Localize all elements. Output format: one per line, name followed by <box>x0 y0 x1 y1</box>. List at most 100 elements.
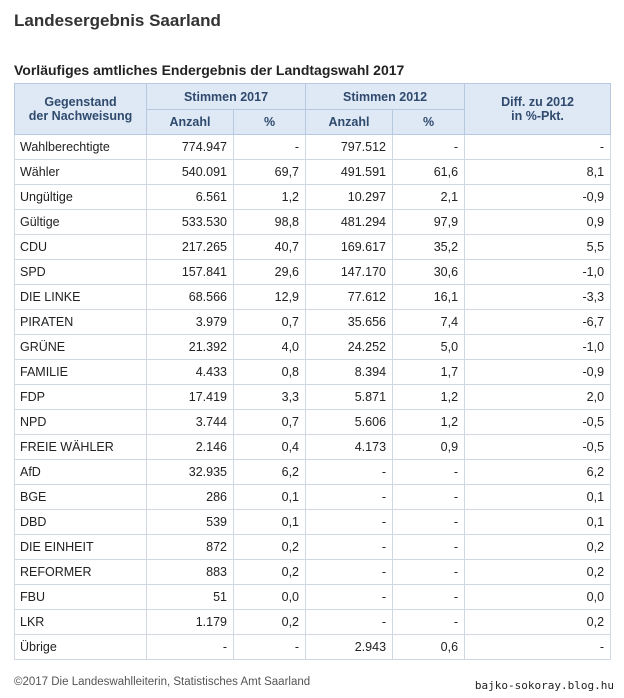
cell-diff: -0,9 <box>464 184 612 210</box>
header-diff-line1: Diff. zu 2012 <box>501 95 574 109</box>
table-row: NPD 3.744 0,7 5.606 1,2 -0,5 <box>14 409 612 435</box>
results-table: Gegenstand der Nachweisung Stimmen 2017 … <box>14 83 612 660</box>
cell-pct-2017: 0,8 <box>232 359 307 385</box>
cell-pct-2017: 0,2 <box>232 559 307 585</box>
cell-pct-2012: 1,2 <box>392 384 466 410</box>
cell-diff: 0,1 <box>464 484 612 510</box>
cell-diff: 2,0 <box>464 384 612 410</box>
cell-pct-2017: 6,2 <box>232 459 307 485</box>
cell-diff: -3,3 <box>464 284 612 310</box>
table-body: Wahlberechtigte 774.947-797.512- - Wähler 54… <box>14 134 612 660</box>
table-row: Gültige 533.530 98,8 481.294 97,9 0,9 <box>14 209 612 235</box>
cell-diff: -0,5 <box>464 434 612 460</box>
cell-count-2012: 10.297 <box>305 184 394 210</box>
cell-pct-2017: 0,4 <box>232 434 307 460</box>
cell-count-2017: 17.419 <box>146 384 234 410</box>
cell-diff: - <box>464 634 612 660</box>
cell-pct-2017: - <box>232 634 307 660</box>
header-count-2017: Anzahl <box>146 109 234 135</box>
cell-count-2017: 883 <box>146 559 234 585</box>
cell-pct-2012: - <box>392 584 466 610</box>
cell-count-2017: 2.146 <box>146 434 234 460</box>
cell-pct-2012: 97,9 <box>392 209 466 235</box>
cell-pct-2017: 0,7 <box>232 309 307 335</box>
cell-pct-2017: 98,8 <box>232 209 307 235</box>
page-title: Landesergebnis Saarland <box>14 11 221 30</box>
table-title: Vorläufiges amtliches Endergebnis der La… <box>14 62 405 78</box>
cell-count-2012: 797.512 <box>305 134 394 160</box>
cell-name: REFORMER <box>14 559 147 585</box>
cell-diff: 8,1 <box>464 159 612 185</box>
header-count-2012: Anzahl <box>305 109 394 135</box>
table-row: PIRATEN 3.979 0,7 35.656 7,4 -6,7 <box>14 309 612 335</box>
cell-pct-2012: 16,1 <box>392 284 466 310</box>
cell-count-2012: - <box>305 559 394 585</box>
cell-count-2012: 5.606 <box>305 409 394 435</box>
cell-name: FREIE WÄHLER <box>14 434 147 460</box>
cell-count-2017: 21.392 <box>146 334 234 360</box>
header-subject-line2: der Nachweisung <box>28 109 133 123</box>
cell-count-2017: 540.091 <box>146 159 234 185</box>
table-row: AfD 32.935 6,2- -6,2 <box>14 459 612 485</box>
copyright-footer: ©2017 Die Landeswahlleiterin, Statistisc… <box>14 676 311 688</box>
cell-diff: -1,0 <box>464 334 612 360</box>
cell-count-2017: 1.179 <box>146 609 234 635</box>
table-row: FDP 17.419 3,3 5.871 1,2 2,0 <box>14 384 612 410</box>
table-row: Ungültige 6.561 1,2 10.297 2,1 -0,9 <box>14 184 612 210</box>
table-row: Wahlberechtigte 774.947-797.512- - <box>14 134 612 160</box>
cell-count-2012: 5.871 <box>305 384 394 410</box>
table-row: SPD 157.841 29,6 147.170 30,6 -1,0 <box>14 259 612 285</box>
cell-name: CDU <box>14 234 147 260</box>
cell-count-2012: - <box>305 459 394 485</box>
cell-diff: -0,9 <box>464 359 612 385</box>
cell-pct-2017: 3,3 <box>232 384 307 410</box>
cell-count-2017: 51 <box>146 584 234 610</box>
cell-pct-2017: 0,2 <box>232 609 307 635</box>
cell-pct-2012: 5,0 <box>392 334 466 360</box>
cell-name: BGE <box>14 484 147 510</box>
cell-name: GRÜNE <box>14 334 147 360</box>
cell-pct-2012: - <box>392 534 466 560</box>
cell-count-2017: 533.530 <box>146 209 234 235</box>
table-row: Wähler 540.091 69,7 491.591 61,6 8,1 <box>14 159 612 185</box>
table-row: FAMILIE 4.433 0,8 8.394 1,7 -0,9 <box>14 359 612 385</box>
cell-name: Ungültige <box>14 184 147 210</box>
cell-name: FBU <box>14 584 147 610</box>
table-row: FBU 51 0,0- -0,0 <box>14 584 612 610</box>
header-diff: Diff. zu 2012 in %-Pkt. <box>464 83 612 135</box>
cell-name: DIE LINKE <box>14 284 147 310</box>
cell-count-2017: 68.566 <box>146 284 234 310</box>
cell-pct-2012: 2,1 <box>392 184 466 210</box>
cell-name: FDP <box>14 384 147 410</box>
cell-count-2017: 157.841 <box>146 259 234 285</box>
cell-pct-2012: 1,2 <box>392 409 466 435</box>
cell-count-2017: 4.433 <box>146 359 234 385</box>
cell-diff: -6,7 <box>464 309 612 335</box>
cell-name: PIRATEN <box>14 309 147 335</box>
cell-count-2012: - <box>305 484 394 510</box>
cell-name: LKR <box>14 609 147 635</box>
cell-pct-2012: 35,2 <box>392 234 466 260</box>
cell-count-2012: 77.612 <box>305 284 394 310</box>
cell-count-2017: 6.561 <box>146 184 234 210</box>
cell-count-2017: 32.935 <box>146 459 234 485</box>
header-votes-2012: Stimmen 2012 <box>305 83 466 110</box>
cell-pct-2017: 0,1 <box>232 484 307 510</box>
cell-pct-2012: - <box>392 559 466 585</box>
cell-count-2012: 169.617 <box>305 234 394 260</box>
cell-pct-2017: 40,7 <box>232 234 307 260</box>
cell-pct-2012: 0,6 <box>392 634 466 660</box>
cell-name: Wahlberechtigte <box>14 134 147 160</box>
cell-name: Gültige <box>14 209 147 235</box>
cell-count-2012: 4.173 <box>305 434 394 460</box>
header-subject-line1: Gegenstand <box>44 95 117 109</box>
cell-count-2012: 8.394 <box>305 359 394 385</box>
header-subject: Gegenstand der Nachweisung <box>14 83 147 135</box>
cell-pct-2012: - <box>392 134 466 160</box>
table-row: GRÜNE 21.392 4,0 24.252 5,0 -1,0 <box>14 334 612 360</box>
cell-pct-2012: 7,4 <box>392 309 466 335</box>
cell-count-2017: 217.265 <box>146 234 234 260</box>
cell-count-2012: 2.943 <box>305 634 394 660</box>
cell-count-2012: - <box>305 584 394 610</box>
cell-pct-2017: - <box>232 134 307 160</box>
